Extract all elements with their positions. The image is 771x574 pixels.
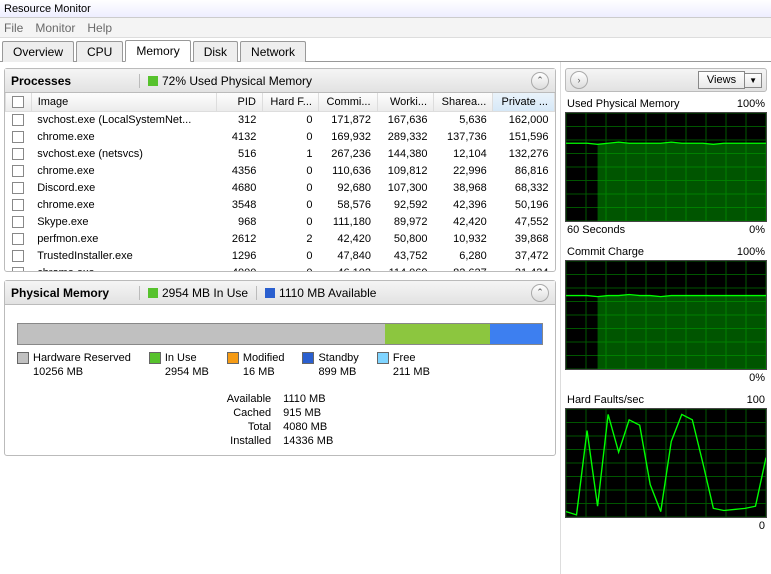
row-checkbox[interactable] — [12, 199, 24, 211]
graph-min: 0% — [749, 372, 765, 384]
row-checkbox[interactable] — [12, 131, 24, 143]
memory-legend: Hardware Reserved10256 MB In Use2954 MB Mo… — [5, 351, 555, 379]
table-row[interactable]: chrome.exe3548058,57692,59242,39650,196 — [6, 197, 555, 214]
legend-item: Modified16 MB — [227, 351, 285, 379]
legend-item: In Use2954 MB — [149, 351, 209, 379]
inuse-text: 2954 MB In Use — [162, 286, 248, 300]
graph-title: Commit Charge — [567, 246, 644, 258]
available-text: 1110 MB Available — [279, 286, 376, 300]
column-header[interactable]: PID — [216, 93, 262, 112]
inuse-icon — [148, 288, 158, 298]
physmem-title: Physical Memory — [11, 286, 131, 300]
memory-bar-segment — [490, 324, 542, 344]
processes-header[interactable]: Processes 72% Used Physical Memory ⌃ — [5, 69, 555, 93]
memory-bar — [17, 323, 543, 345]
physmem-header[interactable]: Physical Memory 2954 MB In Use 1110 MB A… — [5, 281, 555, 305]
graph-title: Hard Faults/sec — [567, 394, 644, 406]
processes-indicator-text: 72% Used Physical Memory — [162, 74, 312, 88]
menubar: File Monitor Help — [0, 18, 771, 38]
processes-title: Processes — [11, 74, 131, 88]
collapse-physmem-icon[interactable]: ⌃ — [531, 284, 549, 302]
memory-bar-segment — [18, 324, 385, 344]
menu-monitor[interactable]: Monitor — [35, 21, 75, 35]
menu-help[interactable]: Help — [87, 21, 112, 35]
graph-canvas — [565, 260, 767, 370]
menu-file[interactable]: File — [4, 21, 23, 35]
legend-item: Hardware Reserved10256 MB — [17, 351, 131, 379]
views-button[interactable]: Views — [698, 71, 745, 89]
tab-disk[interactable]: Disk — [193, 41, 238, 62]
available-icon — [265, 288, 275, 298]
legend-swatch — [302, 352, 314, 364]
tabstrip: Overview CPU Memory Disk Network — [0, 38, 771, 62]
processes-table-scroll[interactable]: ImagePIDHard F...Commi...Worki...Sharea.… — [5, 93, 555, 271]
legend-item: Standby899 MB — [302, 351, 358, 379]
graph-box: Used Physical Memory 100% 60 Seconds 0% — [565, 98, 767, 236]
column-header[interactable]: Hard F... — [262, 93, 318, 112]
graph-canvas — [565, 112, 767, 222]
graph-min: 0 — [759, 520, 765, 532]
table-row[interactable]: TrustedInstaller.exe1296047,84043,7526,2… — [6, 248, 555, 265]
memory-usage-icon — [148, 76, 158, 86]
row-checkbox[interactable] — [12, 114, 24, 126]
processes-panel: Processes 72% Used Physical Memory ⌃ Ima… — [4, 68, 556, 272]
window-titlebar: Resource Monitor — [0, 0, 771, 18]
graph-box: Hard Faults/sec 100 0 — [565, 394, 767, 532]
legend-swatch — [149, 352, 161, 364]
table-row[interactable]: chrome.exe41320169,932289,332137,736151,… — [6, 129, 555, 146]
graph-max: 100% — [737, 98, 765, 110]
graph-min: 0% — [749, 224, 765, 236]
tab-overview[interactable]: Overview — [2, 41, 74, 62]
tab-cpu[interactable]: CPU — [76, 41, 123, 62]
column-header[interactable]: Sharea... — [434, 93, 493, 112]
collapse-graphs-icon[interactable]: › — [570, 71, 588, 89]
graph-max: 100% — [737, 246, 765, 258]
row-checkbox[interactable] — [12, 182, 24, 194]
views-dropdown-icon[interactable]: ▼ — [745, 73, 762, 88]
memory-bar-segment — [385, 324, 490, 344]
table-row[interactable]: chrome.exe43560110,636109,81222,99686,81… — [6, 163, 555, 180]
row-checkbox[interactable] — [12, 148, 24, 160]
row-checkbox[interactable] — [12, 250, 24, 262]
graphs-header: › Views ▼ — [565, 68, 767, 92]
row-checkbox[interactable] — [12, 267, 24, 271]
graph-xlabel: 60 Seconds — [567, 224, 625, 236]
column-header[interactable]: Private ... — [493, 93, 555, 112]
processes-table: ImagePIDHard F...Commi...Worki...Sharea.… — [5, 93, 555, 271]
column-header[interactable]: Commi... — [318, 93, 377, 112]
graph-box: Commit Charge 100% 0% — [565, 246, 767, 384]
row-checkbox[interactable] — [12, 233, 24, 245]
graphs-column: › Views ▼ Used Physical Memory 100% 60 Sec… — [560, 62, 771, 574]
table-row[interactable]: chrome.exe4000046,102114,06082,62731,424 — [6, 265, 555, 271]
memory-summary: Available1110 MBCached915 MBTotal4080 MB… — [5, 393, 555, 447]
legend-swatch — [17, 352, 29, 364]
table-row[interactable]: svchost.exe (LocalSystemNet...3120171,87… — [6, 112, 555, 129]
legend-swatch — [227, 352, 239, 364]
graph-canvas — [565, 408, 767, 518]
graph-max: 100 — [747, 394, 765, 406]
table-row[interactable]: svchost.exe (netsvcs)5161267,236144,3801… — [6, 146, 555, 163]
column-header[interactable]: Worki... — [377, 93, 434, 112]
row-checkbox[interactable] — [12, 216, 24, 228]
row-checkbox[interactable] — [12, 165, 24, 177]
legend-item: Free211 MB — [377, 351, 430, 379]
tab-memory[interactable]: Memory — [125, 40, 190, 62]
column-header[interactable]: Image — [31, 93, 216, 112]
table-row[interactable]: Skype.exe9680111,18089,97242,42047,552 — [6, 214, 555, 231]
window-title: Resource Monitor — [4, 3, 91, 15]
table-row[interactable]: perfmon.exe2612242,42050,80010,93239,868 — [6, 231, 555, 248]
legend-swatch — [377, 352, 389, 364]
graph-title: Used Physical Memory — [567, 98, 679, 110]
select-all-checkbox[interactable] — [12, 96, 24, 108]
physical-memory-panel: Physical Memory 2954 MB In Use 1110 MB A… — [4, 280, 556, 456]
collapse-processes-icon[interactable]: ⌃ — [531, 72, 549, 90]
tab-network[interactable]: Network — [240, 41, 306, 62]
table-row[interactable]: Discord.exe4680092,680107,30038,96868,33… — [6, 180, 555, 197]
